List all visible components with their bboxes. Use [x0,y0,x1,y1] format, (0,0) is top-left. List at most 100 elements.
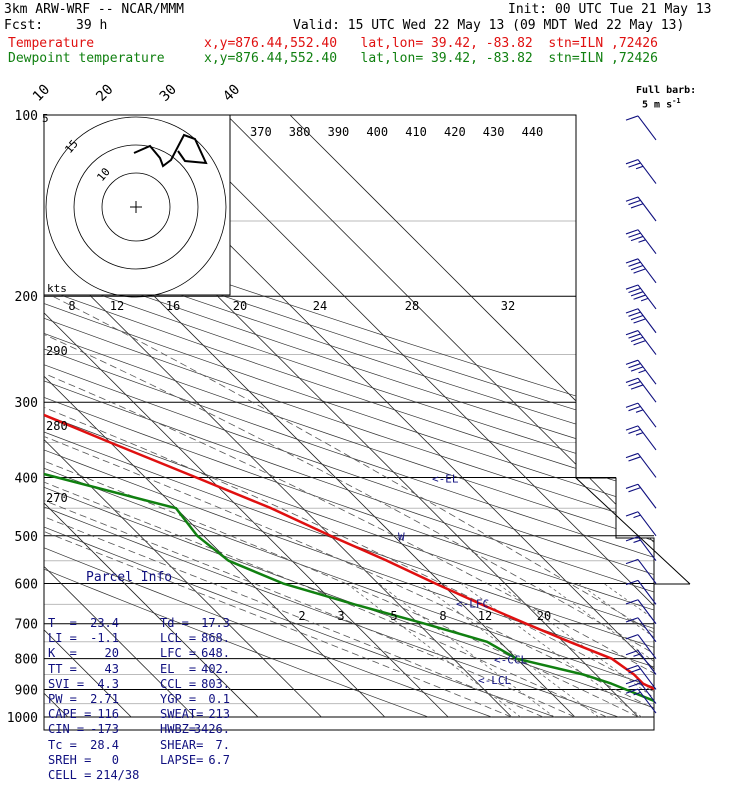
frame-edge [575,477,691,585]
theta-label: 400 [366,125,388,139]
dry-adiabat-line [44,115,654,718]
wind-barb-feather [628,487,641,493]
isotherm-line [44,115,195,718]
parcel-info-key: HWBZ= [160,722,197,737]
wind-barb [625,330,657,355]
parcel-info-key: CELL = [48,767,92,782]
model-title: 3km ARW-WRF -- NCAR/MMM [4,2,185,17]
isotherm-line [44,115,449,718]
mixing-ratio-label: 12 [478,609,492,623]
wind-barb [625,511,657,537]
parcel-info-value: 0 [111,752,119,767]
moist-adiabat-line [44,295,654,718]
wind-barb-staff [637,359,657,385]
wind-barb-feather [625,377,639,383]
dry-adiabat-line [44,115,654,718]
parcel-info-value: 868. [201,631,230,646]
barb-legend-line2: 5 m s [642,99,673,111]
wind-barb-staff [637,599,657,625]
wind-barb [625,452,657,478]
parcel-info-value: 116 [97,707,119,722]
pressure-tick-label: 300 [15,396,38,411]
parcel-info-key: CCL = [160,676,197,691]
wind-barb-staff [637,536,657,562]
pressure-tick-label: 700 [15,618,38,633]
wind-barb [625,483,657,509]
wind-barb [625,115,657,141]
wind-barb-feather [635,432,644,436]
wind-barb-feather [628,428,641,434]
parcel-info-key: CAPE = [48,707,92,722]
pressure-tick-label: 1000 [7,711,38,726]
wind-barb-feather [628,287,641,294]
wind-barb-staff [637,330,657,355]
theta-label: 410 [405,125,427,139]
valid-time: Valid: 15 UTC Wed 22 May 13 (09 MDT Wed … [293,18,685,33]
wind-barb-feather [633,539,641,544]
wind-barb [625,664,657,690]
parcel-info-rows: T = 23.4 Td = 17.3 LI = -1.1 LCL = 868. K = 20 LFC… [44,616,230,783]
parcel-info-row: CELL = 214/38 [44,768,230,783]
wind-barb-feather [630,336,644,342]
wind-barb-feather [628,162,641,168]
pressure-tick-label: 900 [15,683,38,698]
wind-barb-staff [637,284,657,310]
mixing-ratio-label: 20 [537,609,551,623]
wind-barb-staff [637,688,657,714]
isotherm-line [162,115,654,718]
pressure-tick-label: 200 [15,290,38,305]
theta-label: 370 [250,125,272,139]
wind-barb-feather [628,199,641,206]
wind-barb-feather [628,333,641,339]
wind-barb-feather [630,291,644,297]
moist-adiabat-line [44,295,607,718]
wind-barb-feather [625,688,639,694]
parcel-info-value: 17.3 [201,616,230,631]
mixing-ratio-label: 3 [337,609,344,623]
parcel-info-value: 214/38 [96,767,140,782]
forecast-label: Fcst: [4,18,44,33]
wind-barb-feather [625,330,639,336]
mixing-ratio-line [545,583,654,718]
parcel-info-value: 803. [201,676,230,691]
wind-barb-staff [637,617,657,643]
parcel-info-key: SREH = [48,752,92,767]
wind-barb [625,536,657,562]
mixing-ratio-label: 20 [233,299,247,313]
wind-barb-feather [625,425,639,431]
wind-barb-feather [628,682,641,688]
parcel-info-key: LAPSE= [160,752,204,767]
wind-barb [625,284,657,310]
pressure-tick-label: 600 [15,577,38,592]
parcel-info-row: SREH = 0 LAPSE= 6.7 [44,753,230,768]
wind-barb-feather [628,232,641,238]
barb-legend: Full barb: 5 m s-1 [636,86,696,110]
parcel-info-row: PW = 2.71 YGP = 0.1 [44,692,230,707]
wind-barb-feather [625,558,639,565]
parcel-info-value: 0.1 [208,691,230,706]
mixing-ratio-label: 16 [166,299,180,313]
hodograph-ring [73,144,199,270]
parcel-info-key: K = [48,646,77,661]
wind-barb [625,558,657,584]
isotherm-label: 10 [30,82,53,105]
parcel-info-row: TT = 43 EL = 402. [44,662,230,677]
wind-barb-feather [640,297,649,302]
wind-barb-feather [635,409,644,413]
isotherm-line [44,115,259,718]
wind-barb-feather [625,664,639,671]
parcel-info-value: 6.7 [208,752,230,767]
parcel-info-key: LFC = [160,646,197,661]
wind-barb-feather [625,617,639,623]
hodograph-ring [101,172,171,242]
isotherm-line [44,115,322,718]
dry-adiabat-line [44,115,429,718]
wind-barb [625,159,657,184]
parcel-info-key: SVI = [48,676,85,691]
dry-adiabat-line [44,115,654,718]
dry-adiabat-line [44,115,654,718]
wind-barb-feather [633,268,646,274]
skew-t-diagram: 1002003004005006007008009001000-80-70-60… [7,82,691,731]
parcel-info-value: 402. [201,661,230,676]
